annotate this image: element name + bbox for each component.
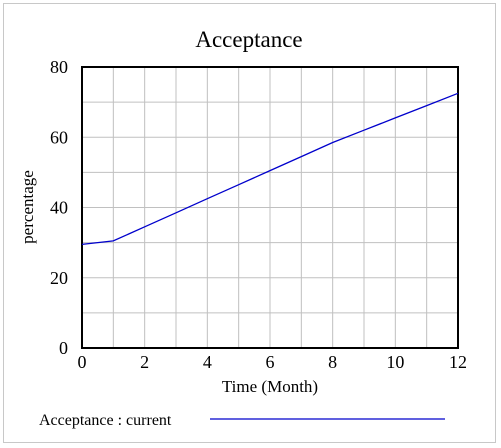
y-axis-label: percentage xyxy=(18,170,37,244)
y-tick-label: 60 xyxy=(50,127,68,147)
grid-layer xyxy=(82,67,458,348)
x-axis-label: Time (Month) xyxy=(222,377,318,396)
x-tick-label: 12 xyxy=(449,352,467,372)
chart-title: Acceptance xyxy=(195,27,302,52)
series-layer xyxy=(81,92,459,246)
plot-border xyxy=(81,66,459,349)
y-tick-label: 80 xyxy=(50,57,68,77)
chart-frame xyxy=(3,3,496,443)
y-tick-label: 0 xyxy=(59,338,68,358)
legend: Acceptance : current xyxy=(39,412,445,429)
x-tick-label: 10 xyxy=(386,352,404,372)
x-tick-label: 0 xyxy=(78,352,87,372)
x-tick-label: 2 xyxy=(140,352,149,372)
legend-label: Acceptance : current xyxy=(39,412,172,429)
x-tick-label: 6 xyxy=(266,352,275,372)
series-line xyxy=(81,92,459,246)
x-tick-label: 8 xyxy=(328,352,337,372)
y-tick-label: 40 xyxy=(50,198,68,218)
y-tick-label: 20 xyxy=(50,268,68,288)
x-tick-label: 4 xyxy=(203,352,212,372)
tick-layer: 0 2 4 6 8 10 12 0 20 40 60 80 xyxy=(50,57,467,372)
